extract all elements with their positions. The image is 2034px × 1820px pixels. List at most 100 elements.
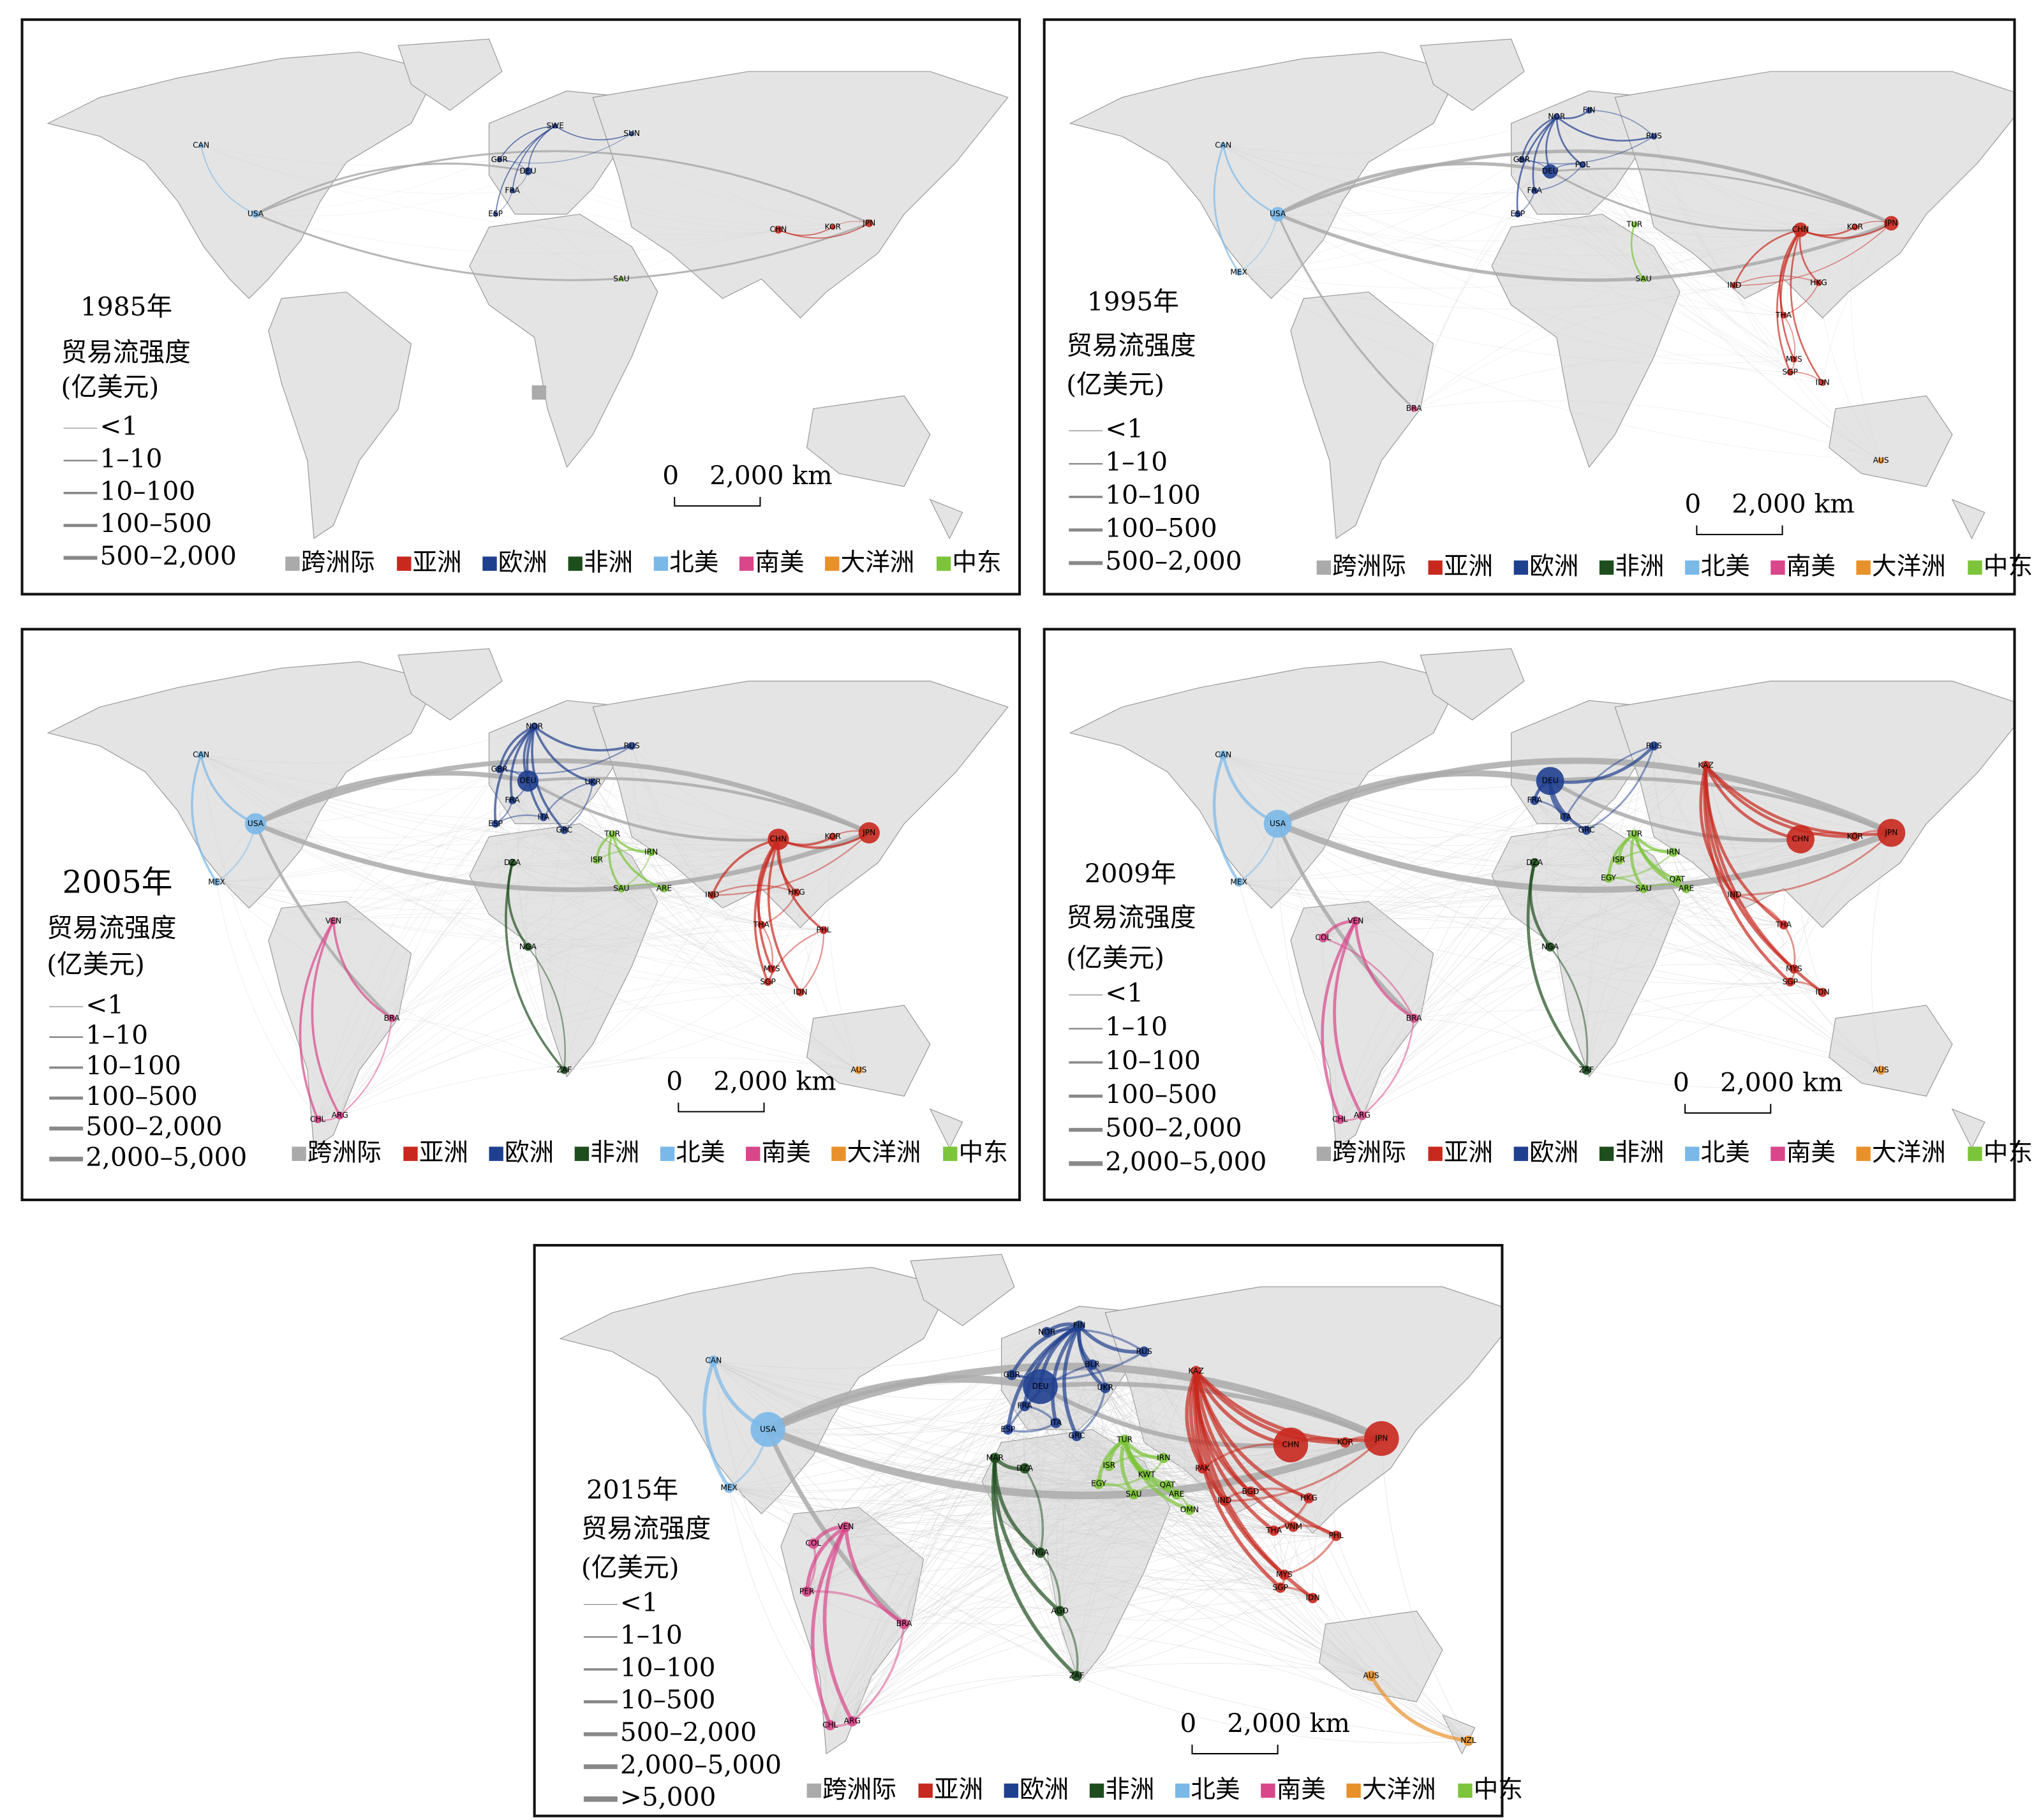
regional-flow [495, 814, 544, 825]
faint-flow [1534, 800, 1823, 993]
faint-flow [216, 781, 593, 883]
faint-flow [1589, 110, 1635, 225]
region-label: 大洋洲 [840, 549, 914, 577]
legend-level: 500–2,000 [1105, 545, 1242, 576]
country-label: ARE [1169, 1490, 1185, 1498]
faint-flow [1290, 1445, 1372, 1676]
country-node [244, 813, 267, 834]
country-node [1531, 188, 1538, 195]
country-label: GBR [1004, 1370, 1021, 1379]
region-swatch [943, 1146, 958, 1161]
region-swatch [1513, 560, 1529, 575]
regional-flow [542, 781, 593, 818]
region-label: 非洲 [584, 549, 633, 577]
faint-flow [1654, 136, 1801, 230]
country-node [1050, 1417, 1062, 1428]
country-label: DEU [519, 776, 536, 785]
country-label: IDN [793, 988, 807, 996]
panel: CAN USA SWE SUN GBR DEU FRA ESP CHN KOR JPN SAU 1985… [20, 18, 1021, 596]
faint-flow [512, 190, 833, 233]
legend-level: 1–10 [1105, 1011, 1168, 1042]
regional-flow [1192, 1371, 1282, 1589]
country-label: ITA [1050, 1418, 1062, 1427]
map: CAN USA MEX NOR FIN RUS GBR DEU POL FRA ESP TUR SAU C… [1069, 38, 2015, 539]
faint-flow [829, 1371, 1196, 1726]
faint-flow [512, 133, 632, 191]
region-swatch [1770, 560, 1785, 575]
regional-flow [991, 1458, 1078, 1678]
region-swatch [1599, 560, 1614, 575]
faint-flow [1565, 817, 1609, 878]
faint-flow [333, 859, 597, 922]
faint-flow [339, 947, 528, 1116]
country-label: HKG [1300, 1493, 1318, 1502]
faint-flow [1686, 888, 1882, 1070]
regional-flow [200, 145, 256, 215]
country-node [1585, 107, 1592, 114]
regional-flow [1629, 833, 1645, 890]
country-label: QAT [1670, 875, 1686, 884]
country-label: IDN [1816, 988, 1830, 996]
region-label: 中东 [1474, 1775, 1523, 1804]
legend-level: 2,000–5,000 [620, 1749, 782, 1780]
faint-flow [391, 862, 513, 1019]
country-node [1640, 276, 1647, 283]
region-swatch [1346, 1783, 1361, 1798]
regional-flow [778, 831, 870, 849]
country-label: AUS [1873, 1065, 1889, 1074]
legend-level: 1–10 [620, 1620, 683, 1650]
country-label: FRA [1018, 1402, 1033, 1410]
faint-flow [1585, 746, 1654, 1070]
faint-flow [1871, 832, 1892, 1070]
country-node [1561, 813, 1571, 822]
faint-flow [216, 882, 565, 1070]
region-swatch [1513, 1146, 1529, 1161]
legend-unit: (亿美元) [1066, 369, 1164, 400]
country-node [750, 1412, 785, 1447]
region-label: 跨洲际 [308, 1139, 382, 1167]
faint-flow [534, 726, 833, 837]
regional-flow [533, 725, 632, 751]
region-label: 北美 [676, 1139, 725, 1167]
country-node [1340, 1437, 1351, 1448]
country-node [1463, 1735, 1474, 1746]
faint-flow [852, 1423, 1057, 1722]
country-node [1158, 1453, 1169, 1463]
faint-flow [317, 894, 713, 1120]
faint-flow [813, 1543, 1372, 1676]
faint-flow [1007, 1429, 1382, 1457]
country-label: IND [705, 891, 719, 899]
panel-year: 2005年 [63, 864, 173, 900]
country-node [212, 878, 221, 886]
region-swatch [1968, 1146, 1982, 1161]
faint-flow [621, 223, 870, 279]
country-label: CHL [822, 1720, 838, 1729]
faint-flow [1060, 1498, 1309, 1611]
country-label: ISR [1612, 855, 1625, 864]
legend-level: 100–500 [1105, 512, 1217, 543]
region-swatch [1428, 1146, 1443, 1161]
faint-flow [333, 913, 772, 970]
regional-flow [712, 832, 870, 896]
country-node [524, 167, 532, 175]
faint-flow [1133, 1494, 1337, 1537]
country-label: ESP [1000, 1424, 1015, 1433]
panel: CAN USA MEX FIN NOR RUS GBR DEU FRA ITA ESP BLR UKR G… [533, 1244, 1523, 1817]
faint-flow [845, 1526, 1469, 1741]
panel-frame [1043, 18, 2016, 596]
faint-flow [1362, 947, 1550, 1116]
faint-flow [713, 1360, 853, 1722]
country-label: CHL [310, 1114, 326, 1123]
country-node [1074, 1320, 1085, 1331]
faint-flow [1534, 190, 1644, 279]
country-label: AUS [1363, 1671, 1379, 1680]
faint-flow [543, 817, 859, 1070]
country-label: ISR [1102, 1461, 1115, 1470]
country-node [801, 1586, 812, 1597]
scale-bar [678, 1102, 765, 1113]
regional-flow [753, 838, 780, 983]
country-label: NGA [519, 942, 537, 951]
country-label: QAT [1160, 1481, 1176, 1490]
faint-flow [1323, 800, 1535, 938]
faint-flow [729, 1487, 1251, 1521]
